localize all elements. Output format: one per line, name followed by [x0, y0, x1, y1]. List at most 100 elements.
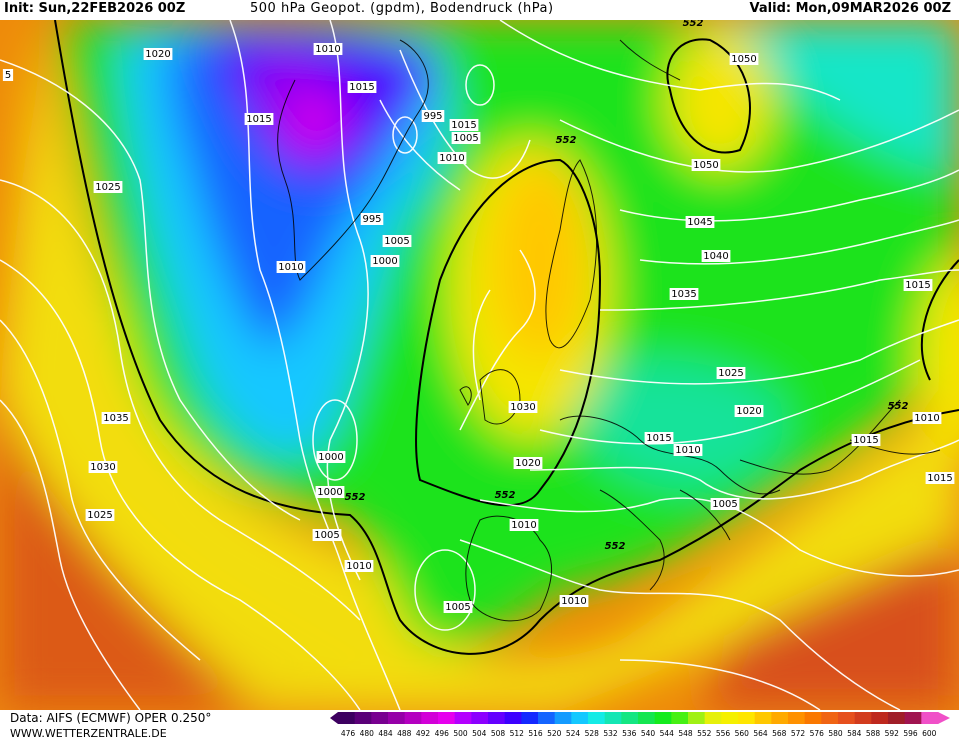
isobar-label: 1050 — [729, 53, 759, 65]
legend-swatch — [688, 712, 706, 724]
isobar-label: 1030 — [88, 461, 118, 473]
svg-text:1025: 1025 — [718, 368, 743, 379]
svg-text:1020: 1020 — [515, 458, 540, 469]
legend-tick-label: 512 — [510, 729, 525, 738]
legend-tick-label: 540 — [641, 729, 656, 738]
isobar-label: 1015 — [244, 113, 274, 125]
contour-552-label: 552 — [683, 20, 704, 29]
svg-text:5: 5 — [5, 70, 11, 81]
legend-swatch — [788, 712, 806, 724]
isobar-label: 1025 — [93, 181, 123, 193]
legend-tick-label: 532 — [603, 729, 618, 738]
isobar-label: 1000 — [315, 486, 345, 498]
svg-text:1050: 1050 — [693, 160, 718, 171]
geopotential-fill — [0, 20, 959, 710]
legend-tick-label: 500 — [453, 729, 468, 738]
legend-swatch — [771, 712, 789, 724]
legend-swatch — [921, 712, 939, 724]
legend-tick-label: 528 — [585, 729, 600, 738]
legend-swatch — [621, 712, 639, 724]
legend-tick-label: 544 — [660, 729, 675, 738]
legend-arrow-right — [938, 712, 950, 724]
legend-tick-label: 556 — [716, 729, 731, 738]
isobar-label: 1015 — [347, 81, 377, 93]
svg-text:995: 995 — [423, 111, 442, 122]
legend-swatch — [704, 712, 722, 724]
svg-text:1015: 1015 — [246, 114, 271, 125]
legend-swatch — [354, 712, 372, 724]
legend-tick-label: 504 — [472, 729, 487, 738]
valid-time-label: Valid: Mon,09MAR2026 00Z — [749, 1, 951, 16]
svg-text:1005: 1005 — [314, 530, 339, 541]
svg-text:1005: 1005 — [384, 236, 409, 247]
isobar-label: 1035 — [101, 412, 131, 424]
svg-text:1010: 1010 — [675, 445, 700, 456]
legend-swatch — [721, 712, 739, 724]
contour-552-label: 552 — [556, 135, 577, 146]
legend-swatch — [838, 712, 856, 724]
legend-swatch — [421, 712, 439, 724]
svg-text:1040: 1040 — [703, 251, 728, 262]
svg-text:1010: 1010 — [561, 596, 586, 607]
legend-swatch — [738, 712, 756, 724]
data-source-label: Data: AIFS (ECMWF) OPER 0.250° — [10, 711, 212, 725]
legend-swatch — [638, 712, 656, 724]
svg-text:1030: 1030 — [510, 402, 535, 413]
legend-tick-label: 520 — [547, 729, 562, 738]
isobar-label: 1015 — [449, 119, 479, 131]
legend-swatch — [654, 712, 672, 724]
legend-swatch — [588, 712, 606, 724]
svg-text:1020: 1020 — [736, 406, 761, 417]
legend-swatch — [454, 712, 472, 724]
legend-swatch — [554, 712, 572, 724]
isobar-label: 1020 — [734, 405, 764, 417]
isobar-label: 995 — [421, 110, 445, 122]
isobar-label: 1010 — [559, 595, 589, 607]
legend-tick-label: 484 — [378, 729, 393, 738]
legend-tick-label: 492 — [416, 729, 431, 738]
svg-text:1025: 1025 — [87, 510, 112, 521]
isobar-label: 1010 — [313, 43, 343, 55]
legend-swatch — [604, 712, 622, 724]
isobar-label: 1010 — [673, 444, 703, 456]
legend-tick-label: 600 — [922, 729, 937, 738]
svg-text:1005: 1005 — [712, 499, 737, 510]
legend-tick-label: 568 — [772, 729, 787, 738]
legend-tick-label: 560 — [735, 729, 750, 738]
isobar-label: 1015 — [925, 472, 955, 484]
contour-552-label: 552 — [888, 401, 909, 412]
legend-swatch — [371, 712, 389, 724]
legend-swatch — [888, 712, 906, 724]
svg-text:1030: 1030 — [90, 462, 115, 473]
map-title: 500 hPa Geopot. (gpdm), Bodendruck (hPa) — [250, 1, 554, 16]
svg-text:1015: 1015 — [853, 435, 878, 446]
legend-arrow-left — [330, 712, 338, 724]
legend-tick-label: 584 — [847, 729, 862, 738]
isobar-label: 1020 — [143, 48, 173, 60]
isobar-label: 1005 — [443, 601, 473, 613]
svg-text:1035: 1035 — [671, 289, 696, 300]
svg-text:995: 995 — [362, 214, 381, 225]
isobar-label: 1005 — [382, 235, 412, 247]
svg-text:1015: 1015 — [349, 82, 374, 93]
init-time-label: Init: Sun,22FEB2026 00Z — [4, 1, 186, 16]
isobar-label: 1015 — [644, 432, 674, 444]
weather-map: 1020 1025 1035 1030 1025 1010 1015 1015 995 1000 1… — [0, 20, 959, 710]
contour-552-label: 552 — [495, 490, 516, 501]
legend-swatch — [338, 712, 356, 724]
legend-tick-label: 508 — [491, 729, 506, 738]
isobar-label: 1010 — [276, 261, 306, 273]
isobar-lines — [0, 20, 959, 710]
color-scale-legend: 476 480 484 488 492 496 500 504 508 512 516 520 524 5… — [330, 712, 950, 738]
isobar-labels: 1020 1025 1035 1030 1025 1010 1015 1015 995 1000 1… — [2, 43, 955, 613]
legend-tick-label: 580 — [828, 729, 843, 738]
legend-tick-label: 592 — [885, 729, 900, 738]
legend-swatch — [388, 712, 406, 724]
isobar-label: 5 — [2, 69, 14, 81]
contour-552-label: 552 — [605, 541, 626, 552]
legend-tick-label: 496 — [435, 729, 450, 738]
contour-552-label: 552 — [345, 492, 366, 503]
header-bar: Init: Sun,22FEB2026 00Z 500 hPa Geopot. … — [0, 0, 959, 20]
legend-tick-label: 476 — [341, 729, 356, 738]
isobar-label: 1010 — [437, 152, 467, 164]
